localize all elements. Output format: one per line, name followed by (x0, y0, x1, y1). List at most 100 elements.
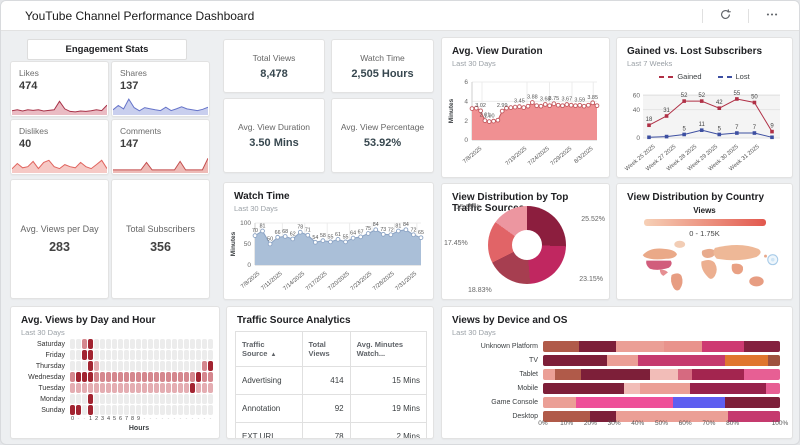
watch-time-card[interactable]: Watch Time 2,505 Hours (331, 39, 434, 93)
svg-text:84: 84 (403, 222, 409, 228)
heatmap-cell (70, 350, 75, 360)
svg-text:7/23/2025: 7/23/2025 (350, 271, 374, 292)
heatmap-cell (100, 394, 105, 404)
heatmap-cell (76, 405, 81, 415)
svg-text:62: 62 (290, 231, 296, 237)
device-bar[interactable] (543, 397, 780, 408)
svg-text:7/8/2025: 7/8/2025 (240, 271, 261, 290)
svg-text:71: 71 (305, 228, 311, 234)
svg-text:75: 75 (365, 226, 371, 232)
heatmap-cell (154, 394, 159, 404)
gained-lost-chart[interactable]: 0 40 60 5 11 5 7 7 18 31 52 52 42 55 50 9 Week 25 2025 We… (621, 84, 788, 177)
shares-card[interactable]: Shares 137 (111, 61, 210, 117)
bar-segment (689, 383, 766, 394)
heatmap-cell (190, 361, 195, 371)
svg-text:7/17/2025: 7/17/2025 (305, 271, 329, 292)
svg-text:52: 52 (681, 93, 688, 99)
svg-text:55: 55 (734, 91, 741, 97)
heatmap-cell (100, 350, 105, 360)
heatmap-x-label: - (149, 416, 152, 422)
heatmap-cell (178, 394, 183, 404)
legend-item-lost[interactable]: Lost (717, 72, 750, 81)
heatmap-cell (88, 405, 93, 415)
traffic-sources-donut-chart[interactable] (488, 206, 566, 284)
table-cell: 2 Mins (349, 422, 428, 438)
bar-segment (576, 397, 674, 408)
device-bar[interactable] (543, 411, 780, 422)
heatmap-cell (88, 350, 93, 360)
total-views-label: Total Views (252, 52, 296, 63)
gained-legend-marker-icon (659, 73, 674, 78)
dislikes-card[interactable]: Dislikes 40 (10, 119, 109, 175)
heatmap-cell (160, 361, 165, 371)
heatmap-cell (130, 405, 135, 415)
legend-item-gained[interactable]: Gained (659, 72, 702, 81)
avg-view-duration-card[interactable]: Avg. View Duration 3.50 Mins (223, 98, 325, 173)
heatmap-cell (88, 361, 93, 371)
heatmap-cell (178, 405, 183, 415)
bar-segment (649, 369, 679, 380)
heatmap-cell (70, 339, 75, 349)
avg-views-per-day-card[interactable]: Avg. Views per Day 283 (10, 179, 109, 299)
refresh-button[interactable] (713, 6, 738, 26)
svg-text:54: 54 (312, 235, 318, 241)
heatmap-x-label: - (179, 416, 182, 422)
heatmap-cell (82, 383, 87, 393)
device-bar[interactable] (543, 383, 780, 394)
more-options-button[interactable] (759, 6, 785, 26)
x-axis-tick: 40% (631, 420, 645, 427)
heatmap-cell (106, 383, 111, 393)
avg-view-duration-chart[interactable]: 0 2 4 6 3.02 2.01 1.90 2.99 3.45 3.88 3.68 3.75 3.67… (446, 68, 605, 177)
heatmap-cell (208, 383, 213, 393)
map-gradient-bar (643, 219, 766, 226)
table-header-traffic-source[interactable]: Traffic Source ▲ (235, 331, 303, 367)
shares-value: 137 (120, 80, 139, 92)
device-bar[interactable] (543, 369, 780, 380)
bar-segment (663, 341, 702, 352)
total-views-value: 8,478 (260, 67, 288, 80)
heatmap-cell (184, 350, 189, 360)
world-map[interactable] (620, 238, 790, 294)
heatmap-cell (130, 350, 135, 360)
heatmap-cell (118, 339, 123, 349)
comments-card[interactable]: Comments 147 (111, 119, 210, 175)
svg-text:52: 52 (698, 93, 705, 99)
heatmap-cell (142, 361, 147, 371)
device-os-chart[interactable]: Unknown Platform TV Tablet Mobile Game Conso… (452, 341, 780, 425)
svg-text:7: 7 (753, 125, 757, 131)
heatmap-row: Sunday (19, 405, 213, 415)
device-bar[interactable] (543, 355, 780, 366)
device-label: Mobile (517, 385, 538, 392)
heatmap-day-label: Tuesday (38, 384, 65, 392)
table-header-total-views[interactable]: Total Views (301, 331, 351, 367)
heatmap-cell (94, 361, 99, 371)
svg-text:7/8/2025: 7/8/2025 (462, 146, 483, 165)
avg-view-percentage-card[interactable]: Avg. View Percentage 53.92% (331, 98, 434, 173)
traffic-table-panel: Traffic Source Analytics Traffic Source ▲… (226, 306, 434, 439)
heatmap-cell (106, 372, 111, 382)
device-bar[interactable] (543, 341, 780, 352)
heatmap-cell (100, 339, 105, 349)
heatmap-x-label: - (203, 416, 206, 422)
svg-text:7/24/2025: 7/24/2025 (527, 146, 551, 167)
svg-text:66: 66 (275, 230, 281, 236)
heatmap-chart[interactable]: Saturday Friday Thursday Wednesday Tuesday Mo… (19, 339, 213, 432)
watch-time-chart[interactable]: 0 50 100 70 81 50 66 68 62 78 71 54 58 55 61 55 64 67 75 84… (228, 211, 429, 299)
total-subscribers-card[interactable]: Total Subscribers 356 (111, 179, 210, 299)
heatmap-x-label: - (143, 416, 146, 422)
svg-text:0: 0 (247, 262, 251, 269)
heatmap-cell (154, 339, 159, 349)
heatmap-cell (166, 372, 171, 382)
total-views-card[interactable]: Total Views 8,478 (223, 39, 325, 93)
heatmap-cell (70, 405, 75, 415)
heatmap-cell (118, 394, 123, 404)
table-header-avg-minutes[interactable]: Avg. Minutes Watch... (349, 331, 428, 367)
heatmap-cell (148, 361, 153, 371)
watch-time-label: Watch Time (360, 52, 405, 63)
heatmap-cell (178, 372, 183, 382)
heatmap-cell (142, 339, 147, 349)
table-row: EXT URL 78 2 Mins (235, 422, 428, 438)
svg-text:7/28/2025: 7/28/2025 (372, 271, 396, 292)
likes-card[interactable]: Likes 474 (10, 61, 109, 117)
donut-slice-label: 17.45% (444, 240, 468, 247)
